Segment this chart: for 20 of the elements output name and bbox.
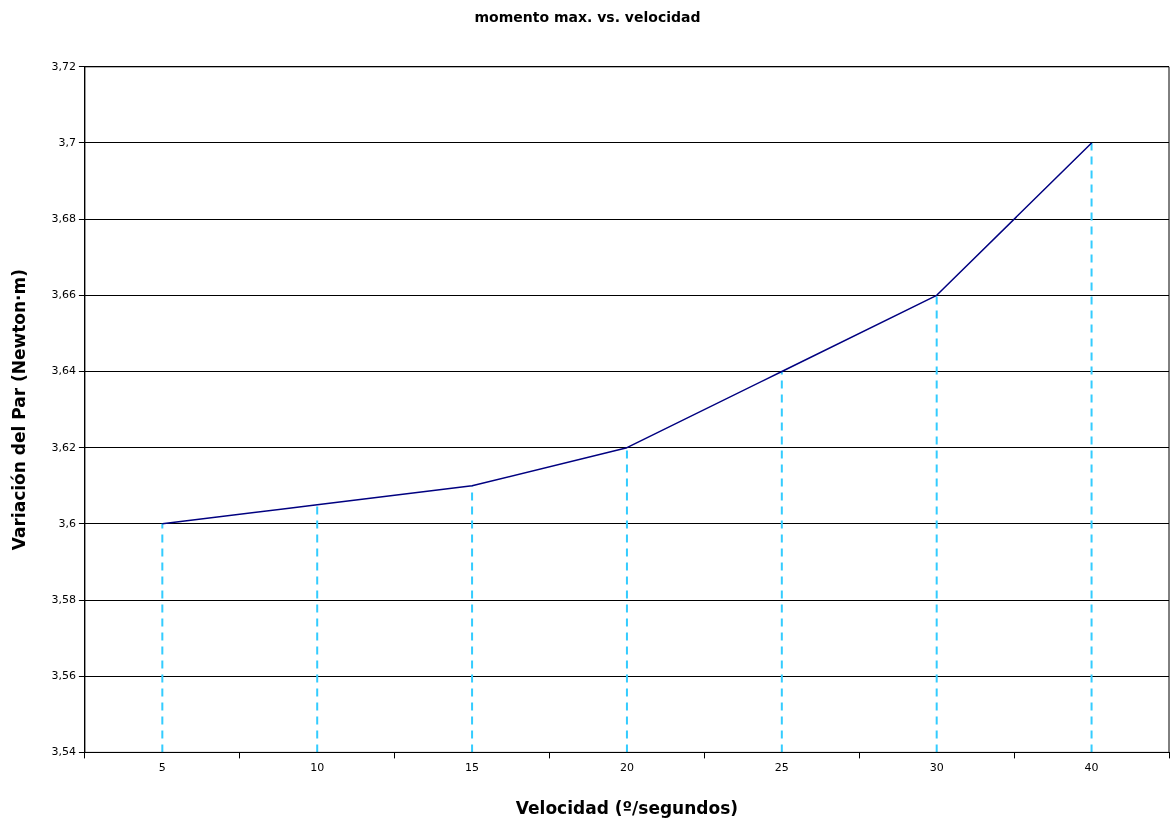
y-tick-label: 3,66 (51, 288, 76, 302)
y-axis-title: Variación del Par (Newton·m) (8, 268, 29, 551)
y-tick-label: 3,62 (51, 440, 76, 454)
y-tick-label: 3,6 (58, 516, 76, 530)
chart-title: momento max. vs. velocidad (474, 9, 701, 26)
y-tick-label: 3,72 (51, 59, 76, 73)
x-axis-title: Velocidad (º/segundos) (515, 798, 739, 819)
y-tick-label: 3,56 (51, 669, 76, 683)
y-tick-label: 3,58 (51, 592, 76, 606)
x-tick-label: 30 (929, 760, 944, 774)
x-tick-label: 5 (158, 760, 166, 774)
y-tick-label: 3,7 (58, 135, 76, 149)
x-tick-label: 25 (774, 760, 789, 774)
x-tick-label: 15 (465, 760, 480, 774)
y-tick-label: 3,54 (51, 745, 76, 759)
y-tick-label: 3,68 (51, 212, 76, 226)
y-tick-label: 3,64 (51, 364, 76, 378)
x-tick-label: 20 (619, 760, 634, 774)
x-tick-label: 40 (1084, 760, 1099, 774)
x-tick-label: 10 (310, 760, 325, 774)
